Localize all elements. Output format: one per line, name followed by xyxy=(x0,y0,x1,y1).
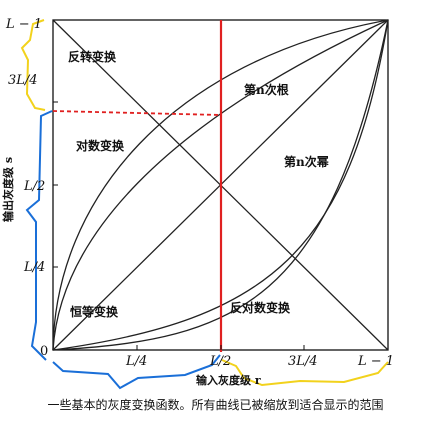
x-tick-label-top: L − 1 xyxy=(357,354,394,369)
x-tick-label-3l4: 3L/4 xyxy=(288,354,318,369)
y-tick-label-l2: L/2 xyxy=(23,179,45,194)
label-nth-root: 第n次根 xyxy=(244,82,289,97)
y-tick-label-3l4: 3L/4 xyxy=(8,73,38,88)
nth-power-curve xyxy=(52,19,389,351)
red-dashed-line xyxy=(52,110,222,116)
label-inverse-log: 反对数变换 xyxy=(230,300,291,315)
y-tick-label-l4: L/4 xyxy=(23,260,45,275)
figure-caption: 一些基本的灰度变换函数。所有曲线已被缩放到适合显示的范围 xyxy=(47,398,384,412)
yellow-brace-left xyxy=(20,19,46,111)
y-axis-label: 输出灰度级 s xyxy=(1,157,15,222)
label-negative: 反转变换 xyxy=(68,49,117,64)
label-nth-power: 第n次幂 xyxy=(284,154,330,169)
inverse-log-curve xyxy=(52,19,389,351)
y-tick-label-top: L − 1 xyxy=(5,17,42,32)
label-identity: 恒等变换 xyxy=(70,304,119,319)
blue-brace-left xyxy=(25,110,53,361)
nth-root-curve xyxy=(52,19,389,351)
yellow-brace-bottom xyxy=(221,359,389,387)
origin-label: 0 xyxy=(40,344,48,359)
x-tick-label-l2: L/2 xyxy=(209,354,231,369)
label-log: 对数变换 xyxy=(76,138,125,153)
x-axis-label: 输入灰度级 r xyxy=(196,373,261,387)
log-curve xyxy=(52,19,389,351)
x-tick-label-l4: L/4 xyxy=(125,354,147,369)
blue-brace-bottom xyxy=(52,354,221,390)
